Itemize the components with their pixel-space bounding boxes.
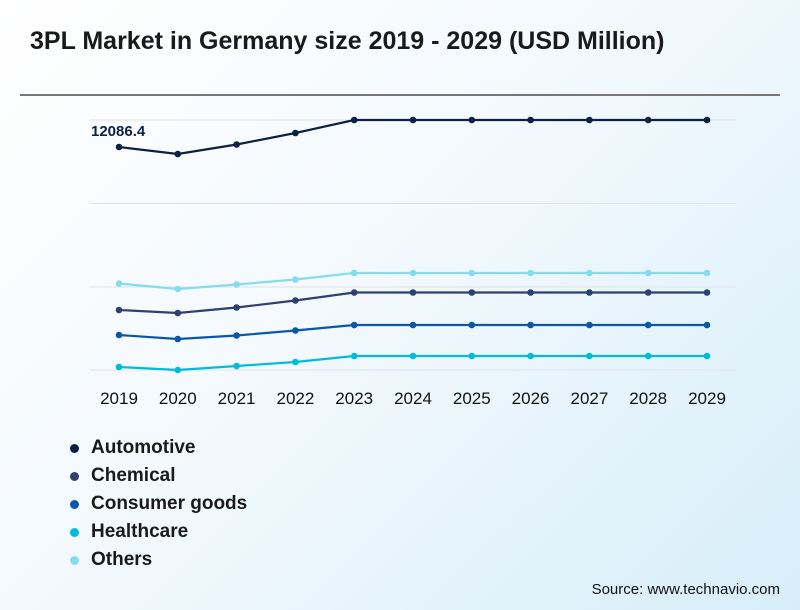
legend: Automotive Chemical Consumer goods Healthca… xyxy=(70,434,247,574)
source-note: Source: www.technavio.com xyxy=(591,581,780,598)
legend-marker-icon xyxy=(70,499,79,509)
x-tick-label: 2020 xyxy=(159,389,197,408)
data-point xyxy=(115,306,123,314)
legend-label: Automotive xyxy=(91,437,196,458)
data-point xyxy=(468,289,476,296)
legend-item: Consumer goods xyxy=(70,490,247,518)
data-point xyxy=(468,321,476,329)
x-tick-label: 2019 xyxy=(100,389,138,408)
data-point xyxy=(703,289,711,296)
data-point xyxy=(644,321,652,329)
x-tick-label: 2023 xyxy=(335,389,373,408)
data-point xyxy=(292,129,299,137)
data-point xyxy=(527,321,534,329)
data-point xyxy=(468,352,476,360)
x-tick-label: 2025 xyxy=(453,389,491,408)
title-divider xyxy=(20,94,780,96)
legend-marker-icon xyxy=(70,555,79,565)
legend-label: Consumer goods xyxy=(91,493,248,514)
legend-item: Healthcare xyxy=(70,518,247,546)
data-point xyxy=(409,321,417,329)
data-point xyxy=(527,269,534,277)
data-point xyxy=(527,116,534,124)
legend-item: Automotive xyxy=(70,434,247,462)
data-point xyxy=(233,362,240,370)
data-point xyxy=(644,352,652,360)
data-point xyxy=(409,116,417,124)
data-point xyxy=(409,289,417,296)
data-point xyxy=(115,280,123,287)
data-point xyxy=(350,269,358,277)
data-label: 12086.4 xyxy=(91,123,146,140)
data-point xyxy=(233,332,240,339)
data-point xyxy=(350,352,358,360)
chart-title: 3PL Market in Germany size 2019 - 2029 (… xyxy=(30,27,665,55)
x-tick-label: 2022 xyxy=(276,389,314,408)
data-point xyxy=(644,289,652,296)
data-point xyxy=(292,297,299,304)
data-point xyxy=(292,327,299,334)
data-point xyxy=(115,363,123,371)
legend-marker-icon xyxy=(70,443,79,453)
data-point xyxy=(174,335,182,343)
legend-marker-icon xyxy=(70,471,79,481)
data-point xyxy=(233,141,240,148)
legend-item: Chemical xyxy=(70,462,247,490)
data-point xyxy=(233,281,240,288)
x-tick-label: 2029 xyxy=(688,389,726,408)
data-point xyxy=(586,116,593,124)
legend-marker-icon xyxy=(70,527,79,537)
data-point xyxy=(644,269,652,277)
x-tick-label: 2024 xyxy=(394,389,432,408)
legend-label: Others xyxy=(91,549,153,570)
data-point xyxy=(527,289,534,296)
data-point xyxy=(350,116,358,124)
data-point xyxy=(703,269,711,277)
data-point xyxy=(644,116,652,124)
data-point xyxy=(468,269,476,277)
legend-item: Others xyxy=(70,546,247,574)
data-point xyxy=(174,309,182,317)
data-point xyxy=(586,289,593,296)
series-line-automotive xyxy=(118,118,707,156)
data-point xyxy=(586,269,593,277)
data-point xyxy=(350,289,358,296)
data-point xyxy=(174,285,182,293)
data-point xyxy=(233,304,240,311)
data-point xyxy=(292,276,299,283)
x-tick-label: 2021 xyxy=(218,389,256,408)
data-point xyxy=(409,269,417,277)
data-point xyxy=(115,331,123,339)
data-point xyxy=(703,321,711,329)
data-point xyxy=(703,352,711,360)
x-tick-label: 2028 xyxy=(629,389,667,408)
data-point xyxy=(350,321,358,329)
data-point xyxy=(586,352,593,360)
data-point xyxy=(174,150,182,158)
data-point xyxy=(586,321,593,329)
data-point xyxy=(174,366,182,374)
data-point xyxy=(292,358,299,366)
x-tick-label: 2027 xyxy=(570,389,608,408)
data-point xyxy=(703,116,711,124)
legend-label: Healthcare xyxy=(91,521,189,542)
data-point xyxy=(468,116,476,124)
x-tick-label: 2026 xyxy=(512,389,550,408)
legend-label: Chemical xyxy=(91,465,176,486)
data-point xyxy=(409,352,417,360)
data-point xyxy=(527,352,534,360)
data-point xyxy=(115,143,123,151)
